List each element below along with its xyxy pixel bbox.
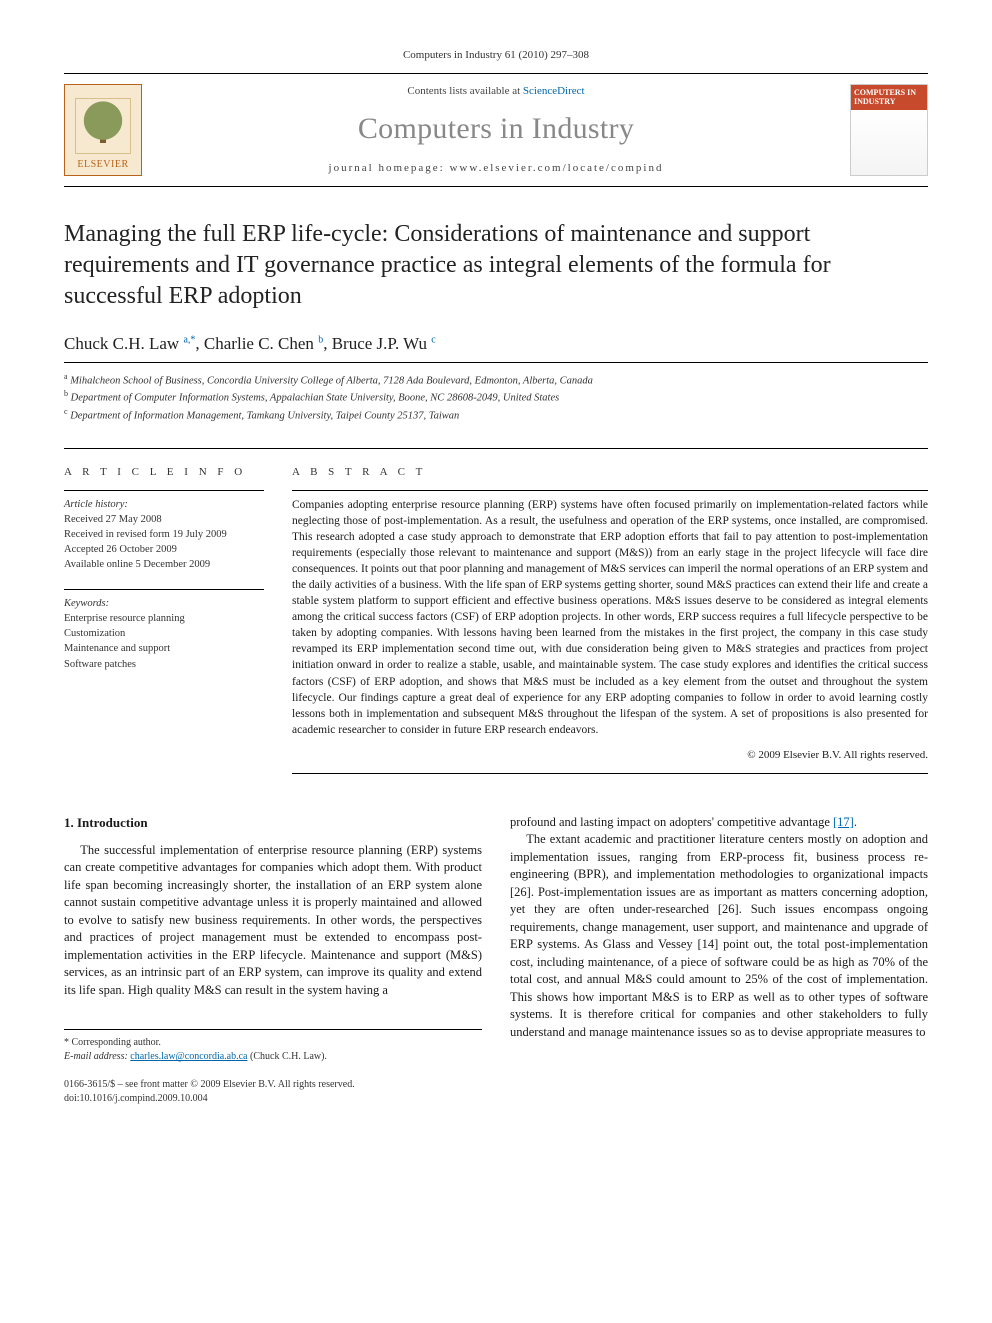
journal-masthead: ELSEVIER Contents lists available at Sci… [64, 73, 928, 187]
ref-17-link[interactable]: [17] [833, 815, 854, 829]
cover-title: COMPUTERS IN INDUSTRY [851, 85, 927, 111]
page-root: Computers in Industry 61 (2010) 297–308 … [0, 0, 992, 1146]
affiliations-block: a Mihalcheon School of Business, Concord… [64, 371, 928, 424]
corr-author-label: * Corresponding author. [64, 1036, 482, 1050]
abstract-heading: A B S T R A C T [292, 465, 928, 480]
journal-homepage: journal homepage: www.elsevier.com/locat… [154, 161, 838, 176]
abstract-bottom-rule [292, 773, 928, 774]
contents-prefix: Contents lists available at [407, 85, 522, 97]
col2-p1-post: . [854, 815, 857, 829]
history-online: Available online 5 December 2009 [64, 557, 264, 572]
aff-text-b: Department of Computer Information Syste… [71, 393, 560, 404]
section-1-heading: 1. Introduction [64, 814, 482, 832]
article-info-heading: A R T I C L E I N F O [64, 465, 264, 480]
author-1-corr-marker[interactable]: * [190, 334, 195, 345]
masthead-center: Contents lists available at ScienceDirec… [142, 84, 850, 176]
abstract-column: A B S T R A C T Companies adopting enter… [292, 465, 928, 774]
body-col-left: 1. Introduction The successful implement… [64, 814, 482, 1107]
author-2-affil-marker[interactable]: b [318, 334, 323, 345]
body-col-right: profound and lasting impact on adopters'… [510, 814, 928, 1107]
publisher-logo-label: ELSEVIER [77, 158, 128, 172]
author-3-affil-marker[interactable]: c [431, 334, 435, 345]
aff-marker-b: b [64, 389, 68, 398]
publisher-logo: ELSEVIER [64, 84, 142, 176]
aff-marker-c: c [64, 407, 68, 416]
journal-title: Computers in Industry [154, 109, 838, 150]
contents-available-line: Contents lists available at ScienceDirec… [154, 84, 838, 99]
doi-line: doi:10.1016/j.compind.2009.10.004 [64, 1092, 482, 1106]
corr-email-name: (Chuck C.H. Law). [250, 1051, 327, 1062]
author-list: Chuck C.H. Law a,*, Charlie C. Chen b, B… [64, 333, 928, 356]
keyword-2: Customization [64, 626, 264, 641]
article-title: Managing the full ERP life-cycle: Consid… [64, 219, 928, 313]
elsevier-tree-icon [75, 98, 131, 154]
keywords-label: Keywords: [64, 596, 264, 611]
corr-email-line: E-mail address: charles.law@concordia.ab… [64, 1050, 482, 1064]
corresponding-footnote: * Corresponding author. E-mail address: … [64, 1029, 482, 1064]
cover-body [851, 110, 927, 175]
corr-email-link[interactable]: charles.law@concordia.ab.ca [130, 1051, 247, 1062]
info-abstract-row: A R T I C L E I N F O Article history: R… [64, 448, 928, 774]
keyword-4: Software patches [64, 657, 264, 672]
affiliation-b: b Department of Computer Information Sys… [64, 388, 928, 406]
journal-cover-thumbnail: COMPUTERS IN INDUSTRY [850, 84, 928, 176]
sciencedirect-link[interactable]: ScienceDirect [523, 85, 585, 97]
col2-p1-pre: profound and lasting impact on adopters'… [510, 815, 833, 829]
footer-issn-doi: 0166-3615/$ – see front matter © 2009 El… [64, 1078, 482, 1106]
email-label: E-mail address: [64, 1051, 128, 1062]
abstract-copyright: © 2009 Elsevier B.V. All rights reserved… [292, 748, 928, 763]
keyword-3: Maintenance and support [64, 641, 264, 656]
author-2: Charlie C. Chen [204, 334, 314, 353]
aff-text-c: Department of Information Management, Ta… [70, 410, 459, 421]
author-1: Chuck C.H. Law [64, 334, 179, 353]
intro-para-1-cont: profound and lasting impact on adopters'… [510, 814, 928, 832]
article-history-block: Article history: Received 27 May 2008 Re… [64, 490, 264, 573]
abstract-text: Companies adopting enterprise resource p… [292, 490, 928, 738]
affil-rule [64, 362, 928, 363]
intro-para-2: The extant academic and practitioner lit… [510, 831, 928, 1041]
running-head: Computers in Industry 61 (2010) 297–308 [64, 48, 928, 63]
affiliation-a: a Mihalcheon School of Business, Concord… [64, 371, 928, 389]
aff-marker-a: a [64, 372, 68, 381]
author-3: Bruce J.P. Wu [332, 334, 427, 353]
article-info-column: A R T I C L E I N F O Article history: R… [64, 465, 264, 774]
history-revised: Received in revised form 19 July 2009 [64, 527, 264, 542]
keywords-block: Keywords: Enterprise resource planning C… [64, 589, 264, 672]
history-label: Article history: [64, 497, 264, 512]
history-received: Received 27 May 2008 [64, 512, 264, 527]
intro-para-1: The successful implementation of enterpr… [64, 842, 482, 1000]
body-two-column: 1. Introduction The successful implement… [64, 814, 928, 1107]
history-accepted: Accepted 26 October 2009 [64, 542, 264, 557]
issn-line: 0166-3615/$ – see front matter © 2009 El… [64, 1078, 482, 1092]
keyword-1: Enterprise resource planning [64, 611, 264, 626]
aff-text-a: Mihalcheon School of Business, Concordia… [70, 375, 593, 386]
affiliation-c: c Department of Information Management, … [64, 406, 928, 424]
